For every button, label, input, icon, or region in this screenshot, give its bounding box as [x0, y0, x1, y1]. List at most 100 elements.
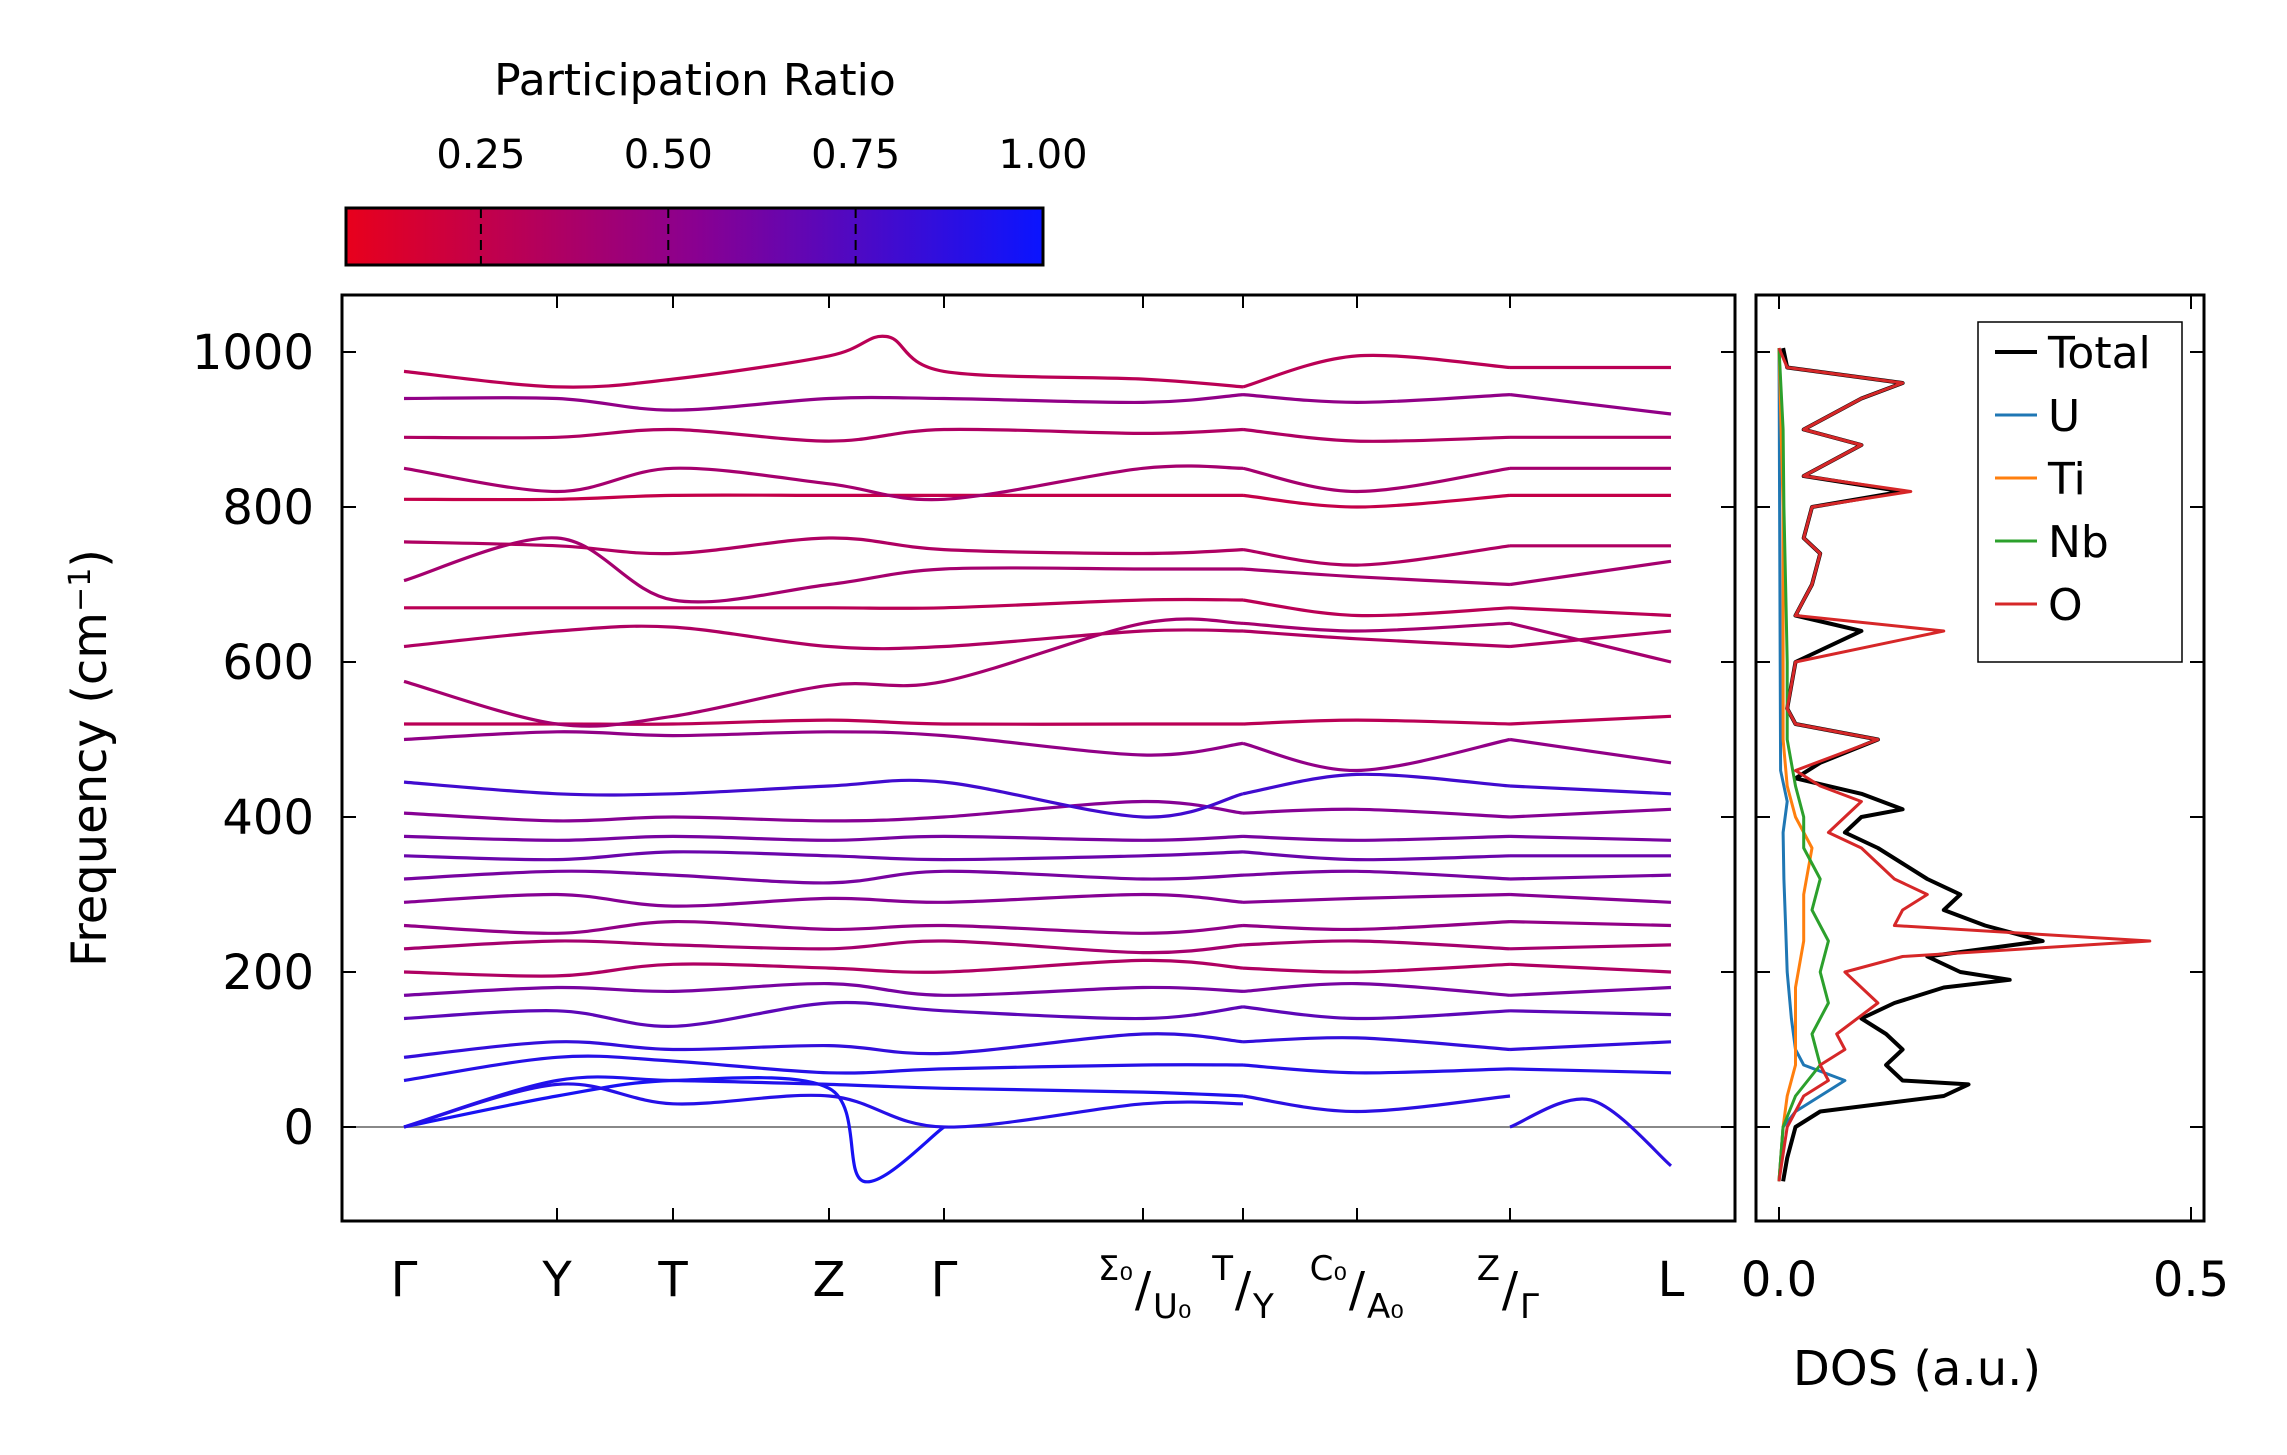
band-line: [1509, 629, 1672, 649]
band-line: [1242, 629, 1511, 649]
dos-y-ticks: [1756, 351, 2204, 1128]
y-tick-label: 600: [222, 635, 314, 691]
legend-label: Nb: [2048, 517, 2109, 568]
dos-line-o: [1777, 347, 2152, 1182]
band-line: [403, 493, 1243, 502]
band-line: [1509, 985, 1672, 997]
band-line: [1242, 962, 1511, 974]
bands-group: [403, 334, 1673, 1184]
x-tick-label: Γ: [391, 1252, 418, 1308]
x-tick-label: Γ: [931, 1252, 958, 1308]
band-line: [403, 939, 1244, 955]
band-line: [1242, 1005, 1511, 1021]
legend-items: Total U Ti Nb O: [1995, 328, 2151, 631]
band-line: [403, 464, 1244, 502]
band-line: [1509, 920, 1672, 928]
band-line: [1509, 834, 1672, 842]
x-tick-label-slash: /: [1502, 1262, 1519, 1318]
legend-label: U: [2048, 391, 2080, 442]
band-line: [403, 1076, 945, 1184]
band-line: [1509, 892, 1672, 904]
dos-x-tick-label: 0.5: [2153, 1252, 2229, 1308]
colorbar: Participation Ratio 0.25 0.50 0.75 1.00: [344, 55, 1088, 267]
x-tick-label-slash: /: [1135, 1262, 1152, 1318]
dos-x-ticks: 0.0 0.5: [1741, 295, 2229, 1308]
band-line: [1242, 1063, 1511, 1075]
band-line: [1242, 772, 1511, 796]
band-line: [1509, 737, 1672, 765]
band-line: [1509, 1067, 1672, 1075]
band-line: [1242, 939, 1511, 951]
legend-label: Ti: [2047, 454, 2086, 505]
y-tick-label: 800: [222, 480, 314, 536]
band-line: [1509, 1040, 1672, 1052]
band-line: [1242, 892, 1511, 904]
band-line: [1509, 1097, 1673, 1168]
x-tick-label-lower: A₀: [1367, 1287, 1404, 1327]
band-line: [1242, 393, 1511, 405]
band-line: [1509, 943, 1672, 951]
band-line: [403, 1054, 1244, 1083]
dos-lines-group: [1777, 347, 2152, 1182]
band-line: [403, 919, 1244, 935]
band-line: [1242, 834, 1511, 842]
colorbar-label: Participation Ratio: [494, 55, 896, 106]
legend: Total U Ti Nb O: [1977, 321, 2183, 663]
band-line: [1242, 869, 1511, 881]
band-line: [1242, 598, 1511, 618]
band-line: [403, 393, 1244, 412]
band-line: [403, 834, 1244, 842]
band-line: [1242, 807, 1511, 819]
band-line: [403, 334, 1244, 389]
x-tick-label-upper: C₀: [1310, 1249, 1347, 1289]
band-line: [403, 624, 1244, 651]
band-line: [403, 981, 1244, 997]
colorbar-ticks: 0.25 0.50 0.75 1.00: [436, 132, 1088, 265]
y-tick-label: 200: [222, 945, 314, 1001]
x-tick-label-slash: /: [1349, 1262, 1366, 1318]
y-tick-label: 0: [283, 1100, 314, 1156]
x-axis-ticks: Γ Y T Z Γ Σ₀ / U₀T / YC₀ / A₀Z / Γ L: [391, 1249, 1685, 1327]
band-line: [1509, 1009, 1672, 1017]
colorbar-tick-label: 0.25: [436, 132, 525, 178]
band-line: [403, 617, 1244, 728]
legend-label: O: [2048, 580, 2083, 631]
dos-frame: [1754, 293, 2206, 1223]
colorbar-tick-label: 0.75: [811, 132, 900, 178]
band-line: [1242, 737, 1511, 773]
path-dividers: [556, 295, 1511, 1221]
colorbar-tick-label: 0.50: [624, 132, 713, 178]
dos-x-axis-label: DOS (a.u.): [1793, 1341, 2041, 1397]
band-line: [1242, 466, 1511, 494]
band-line: [1242, 427, 1511, 443]
band-line: [403, 1082, 1244, 1129]
band-line: [1242, 1036, 1511, 1052]
colorbar-tick-label: 1.00: [998, 132, 1087, 178]
band-line: [1242, 353, 1511, 389]
band-line: [1509, 393, 1672, 416]
band-line: [403, 730, 1244, 757]
y-axis-ticks: 0 200 400 600 800 1000: [192, 325, 1735, 1156]
band-line: [403, 869, 1244, 885]
band-line: [1242, 567, 1511, 587]
band-line: [1242, 850, 1511, 862]
band-line: [1509, 873, 1672, 881]
dos-axes: 0.0 0.5 DOS (a.u.) Total U Ti Nb O: [1741, 293, 2229, 1397]
band-line: [403, 427, 1244, 443]
band-line: [404, 597, 1244, 610]
band-line: [1509, 559, 1672, 587]
band-line: [403, 778, 1244, 819]
band-line: [1242, 621, 1511, 633]
x-tick-label: L: [1658, 1252, 1685, 1308]
band-line: [403, 718, 1243, 726]
band-line: [403, 1032, 1244, 1059]
band-line: [1509, 784, 1672, 796]
x-tick-label-split: Σ₀ / U₀: [1098, 1249, 1192, 1327]
colorbar-bar: [344, 206, 1045, 267]
band-line: [1509, 714, 1672, 726]
band-line: [403, 536, 1243, 604]
band-line: [1509, 962, 1672, 974]
x-tick-label: Z: [813, 1252, 846, 1308]
